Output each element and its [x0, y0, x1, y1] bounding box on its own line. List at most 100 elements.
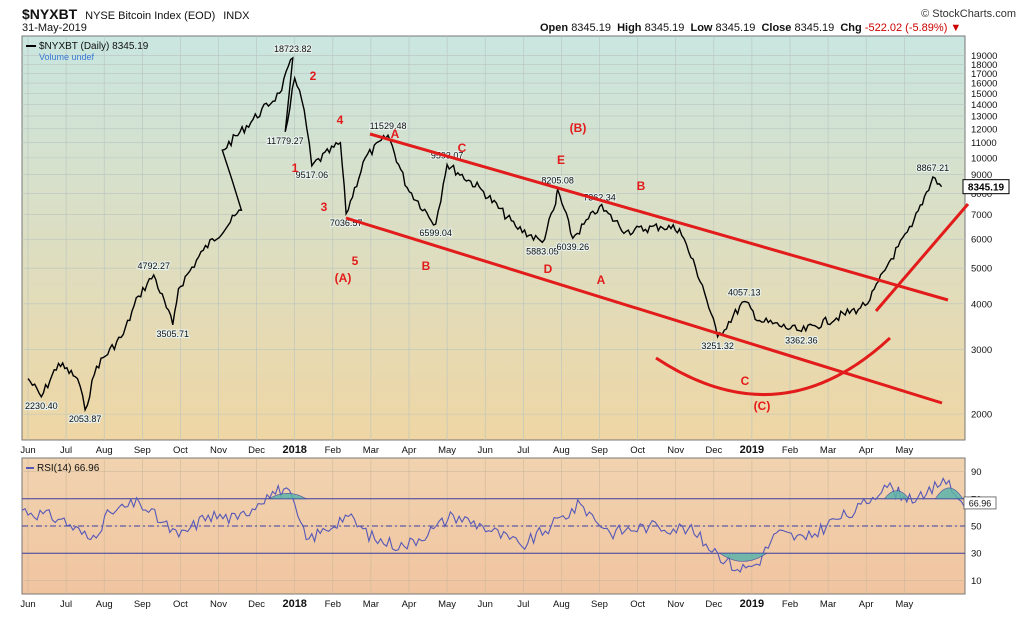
y-tick-label: 90 — [971, 467, 982, 478]
y-tick-label: 13000 — [971, 112, 997, 123]
y-tick-label: 14000 — [971, 100, 997, 111]
x-tick-label: Feb — [782, 599, 798, 610]
x-tick-label: Sep — [134, 599, 151, 610]
y-tick-label: 18000 — [971, 60, 997, 71]
rounding-bottom-arc — [655, 336, 892, 396]
x-tick-label: Mar — [363, 445, 379, 456]
price-panel: Jun Jul Aug Sep Oct Nov Dec 2018 Feb Mar Apr May Jun… — [20, 35, 1010, 456]
y-tick-label: 5000 — [971, 264, 992, 275]
price-label: 7362.34 — [583, 193, 616, 203]
current-value-box — [962, 179, 1010, 195]
y-tick-label: 19000 — [971, 51, 997, 62]
y-tick-label: 2000 — [971, 410, 992, 421]
x-tick-label: Mar — [363, 599, 379, 610]
x-tick-label: Aug — [553, 445, 570, 456]
price-label: 6039.26 — [557, 242, 590, 252]
rsi-shaded-region — [883, 490, 910, 500]
rsi-shaded-region — [718, 552, 768, 562]
wave-label: (A) — [335, 271, 352, 285]
symbol: $NYXBT — [22, 6, 78, 22]
x-tick-label: Sep — [591, 599, 608, 610]
rsi-current-box — [963, 496, 997, 510]
price-label: 2053.87 — [69, 414, 102, 424]
y-tick-label: 15000 — [971, 89, 997, 100]
x-tick-label: Jul — [517, 445, 529, 456]
price-label: 9517.06 — [296, 170, 329, 180]
y-tick-label: 9000 — [971, 170, 992, 181]
price-label: 3251.32 — [701, 341, 734, 351]
x-tick-label: Apr — [859, 445, 874, 456]
wave-label: B — [422, 259, 431, 273]
wave-label: 2 — [310, 69, 317, 83]
x-tick-label: Dec — [248, 445, 265, 456]
x-tick-label: Oct — [173, 599, 188, 610]
y-tick-label: 17000 — [971, 69, 997, 80]
y-tick-label: 11000 — [971, 138, 997, 149]
price-legend: $NYXBT (Daily) 8345.19 — [39, 41, 149, 52]
price-label: 5883.05 — [526, 246, 559, 256]
chart-title: $NYXBT NYSE Bitcoin Index (EOD) INDX — [22, 6, 250, 22]
x-tick-label: May — [438, 445, 456, 456]
rsi-legend: RSI(14) 66.96 — [37, 463, 100, 474]
y-tick-label: 8000 — [971, 189, 992, 200]
price-label: 3362.36 — [785, 335, 818, 345]
wave-label: (C) — [754, 399, 771, 413]
price-label: 2230.40 — [25, 401, 58, 411]
x-tick-label: Dec — [248, 599, 265, 610]
rsi-shaded-region — [267, 493, 308, 500]
x-tick-label: May — [438, 599, 456, 610]
ohlc-readout: Open 8345.19 High 8345.19 Low 8345.19 Cl… — [540, 22, 962, 34]
y-tick-label: 30 — [971, 549, 982, 560]
y-tick-label: 16000 — [971, 79, 997, 90]
price-label: 8205.08 — [541, 175, 574, 185]
x-tick-label: 2019 — [740, 598, 764, 610]
x-tick-label: Jul — [60, 599, 72, 610]
wave-label: A — [597, 273, 606, 287]
price-line — [27, 56, 943, 413]
x-tick-label: Nov — [667, 599, 684, 610]
price-label: 6599.04 — [419, 228, 452, 238]
x-tick-label: 2019 — [740, 444, 764, 456]
price-label: 3505.71 — [157, 329, 190, 339]
price-label: 4792.27 — [137, 261, 170, 271]
x-tick-label: 2018 — [282, 598, 306, 610]
x-tick-label: Apr — [859, 599, 874, 610]
x-tick-label: 2018 — [282, 444, 306, 456]
y-tick-label: 3000 — [971, 345, 992, 356]
exchange: INDX — [223, 10, 250, 22]
x-tick-label: Jul — [517, 599, 529, 610]
chart-date: 31-May-2019 — [22, 22, 87, 34]
x-tick-label: Oct — [630, 599, 645, 610]
wave-label: 3 — [321, 200, 328, 214]
x-tick-label: Oct — [630, 445, 645, 456]
price-label: 11529.48 — [370, 121, 407, 131]
x-tick-label: Aug — [553, 599, 570, 610]
brand-label: © StockCharts.com — [921, 8, 1016, 20]
x-tick-label: Apr — [402, 599, 417, 610]
price-label: 8867.21 — [917, 163, 950, 173]
x-tick-label: May — [895, 599, 913, 610]
x-tick-label: Nov — [667, 445, 684, 456]
x-tick-label: Jun — [20, 599, 35, 610]
price-panel-bg — [21, 35, 966, 441]
volume-legend: Volume undef — [39, 52, 95, 62]
x-tick-label: Aug — [96, 599, 113, 610]
wave-label: (B) — [570, 121, 587, 135]
x-tick-label: May — [895, 445, 913, 456]
wave-label: 5 — [352, 254, 359, 268]
y-tick-label: 10000 — [971, 153, 997, 164]
price-label: 11779.27 — [267, 136, 304, 146]
x-tick-label: Sep — [134, 445, 151, 456]
x-tick-label: Jun — [20, 445, 35, 456]
x-tick-label: Mar — [820, 599, 836, 610]
price-label: 18723.82 — [274, 44, 312, 54]
x-tick-label: Feb — [325, 445, 341, 456]
x-tick-label: Nov — [210, 445, 227, 456]
rsi-panel: Jun Jul Aug Sep Oct Nov Dec 2018 Feb Mar Apr May Jun… — [20, 457, 997, 610]
x-tick-label: Jun — [478, 599, 493, 610]
channel-upper-line — [369, 132, 949, 302]
wave-label: 1 — [292, 161, 299, 175]
wave-label: E — [557, 153, 565, 167]
x-tick-label: Oct — [173, 445, 188, 456]
